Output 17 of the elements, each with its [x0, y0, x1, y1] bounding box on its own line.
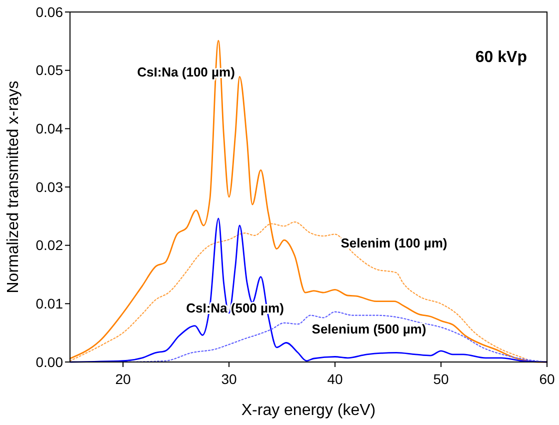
y-tick-label: 0.03 — [36, 178, 64, 195]
y-tick-label: 0.01 — [36, 296, 64, 312]
y-tick-label: 0.06 — [36, 4, 64, 20]
series-label: Selenium (500 µm) — [312, 322, 426, 337]
y-tick-label: 0.00 — [36, 354, 64, 370]
x-tick-label: 50 — [433, 371, 449, 387]
y-axis-title: Normalized transmitted x-rays — [5, 80, 22, 294]
x-tick-label: 40 — [327, 371, 343, 387]
x-tick-label: 60 — [539, 371, 555, 387]
x-tick-label: 20 — [115, 371, 131, 387]
y-tick-label: 0.04 — [36, 120, 64, 137]
x-axis-title: X-ray energy (keV) — [241, 402, 376, 419]
series-label: Selenim (100 µm) — [340, 236, 448, 251]
annotation: 60 kVp — [475, 49, 528, 66]
x-tick-label: 30 — [221, 371, 237, 387]
y-tick-label: 0.02 — [36, 237, 64, 254]
y-tick-label: 0.05 — [36, 62, 64, 78]
